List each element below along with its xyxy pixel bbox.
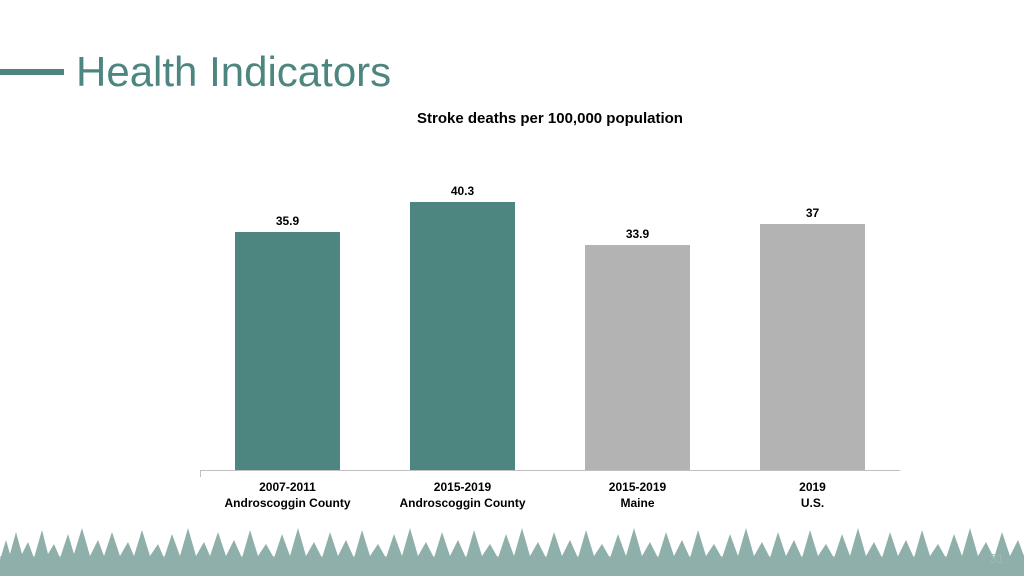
axis-tick (200, 471, 201, 477)
bar-group: 35.9 (213, 214, 363, 471)
category-line2: Maine (620, 496, 654, 510)
category-label: 2019 U.S. (738, 479, 888, 511)
x-axis-line (200, 470, 900, 471)
category-line1: 2019 (799, 480, 826, 494)
category-label: 2015-2019 Maine (563, 479, 713, 511)
chart-title: Stroke deaths per 100,000 population (180, 110, 920, 127)
category-line1: 2015-2019 (609, 480, 666, 494)
category-line2: U.S. (801, 496, 824, 510)
footer-treeline (0, 520, 1024, 576)
category-label: 2007-2011 Androscoggin County (213, 479, 363, 511)
bar-value-label: 33.9 (626, 227, 649, 241)
bar-group: 40.3 (388, 184, 538, 471)
bar (410, 202, 515, 471)
title-row: Health Indicators (0, 48, 391, 96)
bar (585, 245, 690, 471)
treeline-icon (0, 520, 1024, 576)
bar-chart: Stroke deaths per 100,000 population 35.… (180, 110, 920, 511)
accent-bar (0, 69, 64, 75)
plot-area: 35.9 40.3 33.9 37 (180, 151, 920, 471)
bar (760, 224, 865, 471)
category-line1: 2015-2019 (434, 480, 491, 494)
bar-group: 37 (738, 206, 888, 471)
bar-value-label: 40.3 (451, 184, 474, 198)
category-line1: 2007-2011 (259, 480, 316, 494)
bar-value-label: 37 (806, 206, 819, 220)
category-row: 2007-2011 Androscoggin County 2015-2019 … (180, 471, 920, 511)
page-number: 31 (990, 551, 1004, 566)
page-title: Health Indicators (76, 48, 391, 96)
category-label: 2015-2019 Androscoggin County (388, 479, 538, 511)
bar-group: 33.9 (563, 227, 713, 471)
bar (235, 232, 340, 471)
bar-value-label: 35.9 (276, 214, 299, 228)
category-line2: Androscoggin County (400, 496, 526, 510)
category-line2: Androscoggin County (225, 496, 351, 510)
